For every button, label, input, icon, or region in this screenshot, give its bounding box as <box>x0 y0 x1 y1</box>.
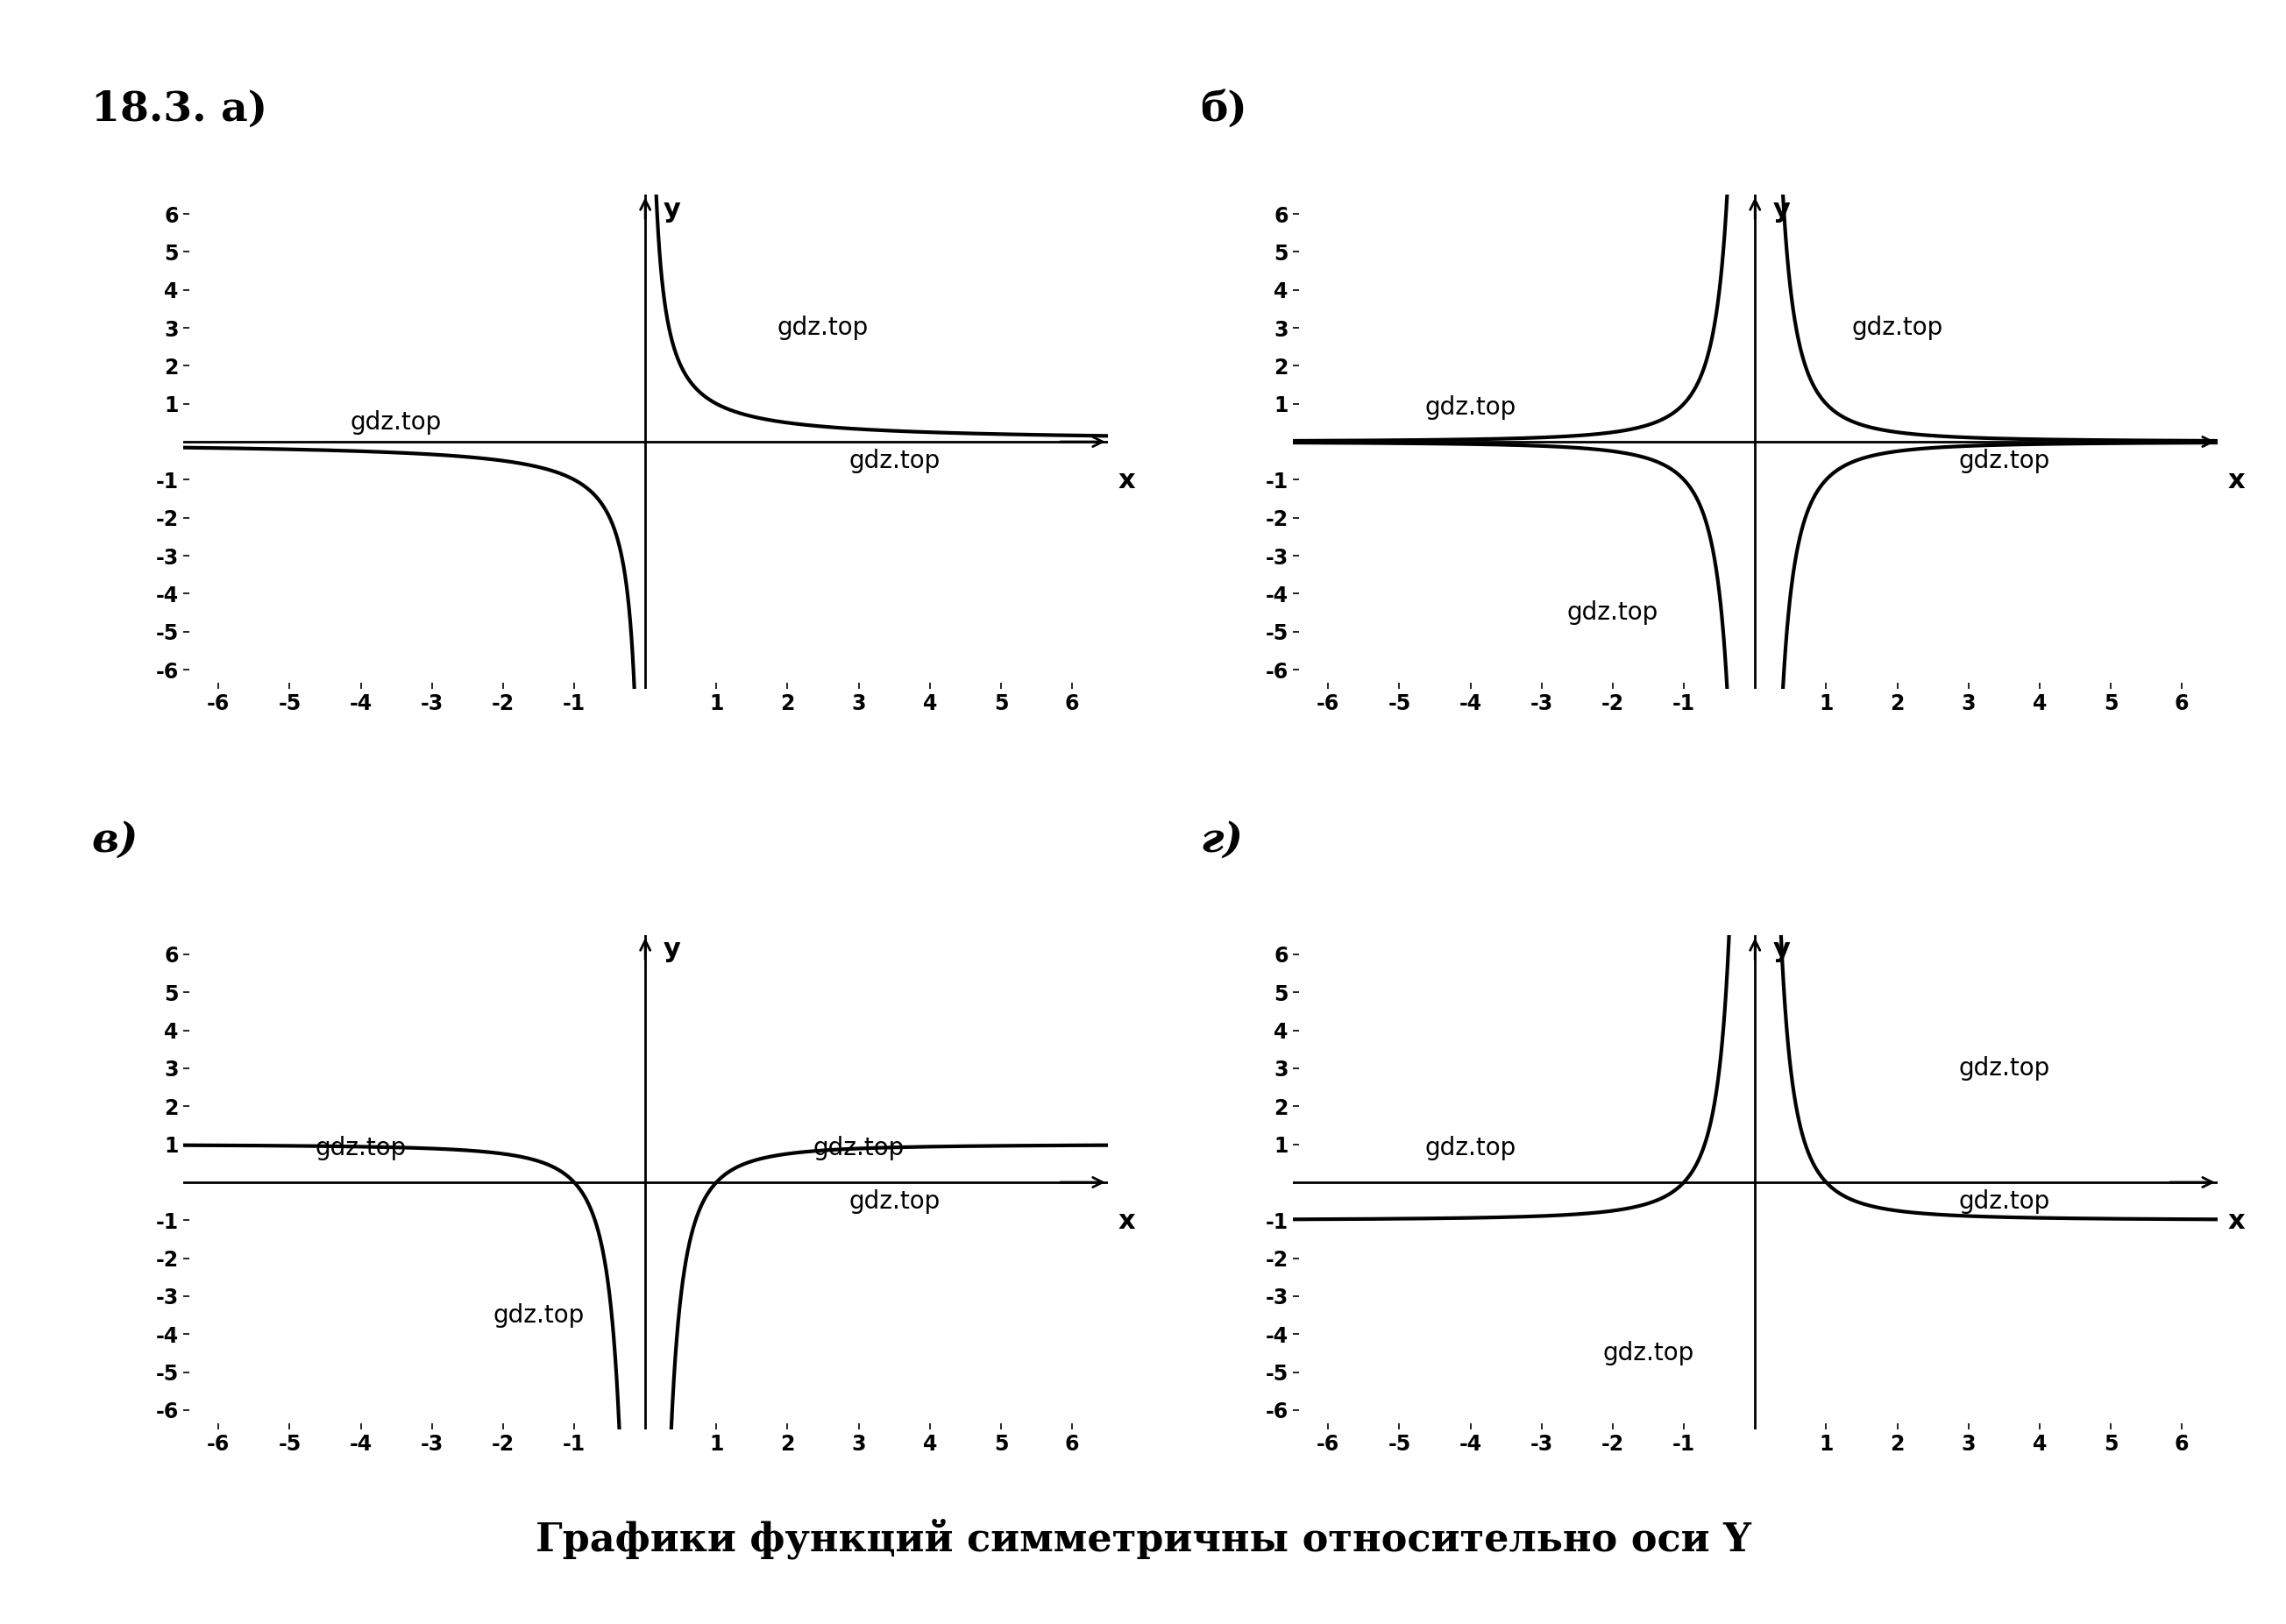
Text: x: x <box>2229 1208 2245 1234</box>
Text: г): г) <box>1200 820 1244 861</box>
Text: б): б) <box>1200 89 1248 130</box>
Text: gdz.top: gdz.top <box>777 315 869 339</box>
Text: в): в) <box>91 820 137 861</box>
Text: gdz.top: gdz.top <box>1959 448 2051 473</box>
Text: gdz.top: gdz.top <box>1602 1341 1694 1366</box>
Text: gdz.top: gdz.top <box>494 1302 585 1327</box>
Text: x: x <box>1118 468 1136 494</box>
Text: gdz.top: gdz.top <box>1424 1135 1516 1161</box>
Text: y: y <box>663 197 681 222</box>
Text: gdz.top: gdz.top <box>1959 1189 2051 1213</box>
Text: gdz.top: gdz.top <box>1568 601 1657 625</box>
Text: Графики функций симметричны относительно оси Y: Графики функций симметричны относительно… <box>535 1518 1751 1559</box>
Text: gdz.top: gdz.top <box>848 1189 940 1213</box>
Text: gdz.top: gdz.top <box>1424 395 1516 421</box>
Text: gdz.top: gdz.top <box>350 411 441 435</box>
Text: gdz.top: gdz.top <box>315 1135 407 1161</box>
Text: x: x <box>1118 1208 1136 1234</box>
Text: gdz.top: gdz.top <box>1852 315 1943 339</box>
Text: y: y <box>1774 937 1790 963</box>
Text: gdz.top: gdz.top <box>848 448 940 473</box>
Text: gdz.top: gdz.top <box>814 1135 905 1161</box>
Text: 18.3. а): 18.3. а) <box>91 89 267 130</box>
Text: y: y <box>663 937 681 963</box>
Text: y: y <box>1774 197 1790 222</box>
Text: x: x <box>2229 468 2245 494</box>
Text: gdz.top: gdz.top <box>1959 1056 2051 1080</box>
